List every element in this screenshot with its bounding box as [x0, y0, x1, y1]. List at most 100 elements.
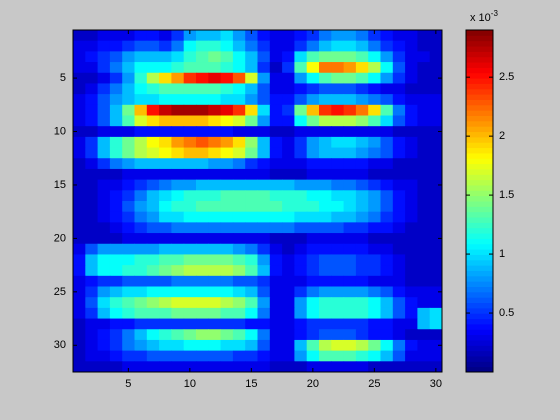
cell: [159, 286, 172, 298]
cell: [331, 126, 345, 138]
cell: [73, 297, 86, 309]
cell: [159, 94, 172, 106]
colorbar-swatch: [466, 211, 493, 218]
cell: [417, 361, 431, 373]
cell: [109, 233, 123, 245]
y-tick-label: 5: [60, 72, 66, 84]
colorbar-swatch: [466, 190, 493, 197]
cell: [171, 30, 185, 42]
cell: [417, 243, 431, 255]
cell: [183, 147, 197, 159]
cell: [405, 83, 418, 95]
cell: [429, 104, 443, 116]
cell: [319, 361, 332, 373]
cell: [109, 136, 123, 149]
cell: [183, 339, 197, 352]
cell: [73, 361, 86, 373]
cell: [73, 72, 86, 84]
cell: [392, 94, 406, 106]
cell: [380, 40, 394, 52]
colorbar-swatch: [466, 142, 493, 149]
cell: [97, 297, 111, 309]
cell: [331, 318, 345, 330]
cell: [392, 104, 406, 116]
colorbar-swatch: [466, 115, 493, 122]
cell: [232, 94, 246, 106]
cell: [109, 222, 123, 234]
cell: [208, 297, 222, 309]
cell: [429, 265, 443, 277]
cell: [306, 211, 320, 223]
cell: [343, 104, 357, 116]
cell: [417, 179, 431, 191]
cell: [208, 40, 222, 52]
cell: [73, 265, 86, 277]
cell: [232, 179, 246, 191]
x-tick-label: 5: [125, 378, 131, 390]
cell: [171, 168, 185, 181]
cell: [306, 40, 320, 52]
cell: [220, 361, 234, 373]
cell: [183, 62, 197, 74]
cell: [355, 40, 369, 52]
cell: [417, 350, 431, 362]
cell: [122, 307, 135, 320]
colorbar-swatch: [466, 334, 493, 341]
cell: [122, 136, 135, 149]
cell: [392, 361, 406, 373]
cell: [257, 307, 271, 320]
cell: [269, 168, 283, 181]
cell: [73, 233, 86, 245]
cell: [368, 115, 381, 127]
cell: [97, 30, 111, 42]
cell: [368, 211, 381, 223]
cell: [146, 254, 160, 266]
cell: [331, 201, 345, 213]
cell: [232, 83, 246, 95]
cell: [368, 62, 381, 74]
cell: [122, 104, 135, 116]
cell: [331, 254, 345, 266]
y-tick-label: 20: [54, 232, 66, 244]
cell: [73, 62, 86, 74]
cell: [392, 339, 406, 352]
cell: [232, 62, 246, 74]
cell: [392, 62, 406, 74]
cell: [294, 40, 308, 52]
cell: [183, 190, 197, 202]
cell: [269, 62, 283, 74]
cell: [196, 94, 209, 106]
colorbar-swatch: [466, 270, 493, 277]
cell: [85, 115, 99, 127]
cell: [392, 275, 406, 287]
x-tick-label: 20: [307, 378, 319, 390]
cell: [208, 318, 222, 330]
cell: [331, 104, 345, 116]
colorbar-swatch: [466, 51, 493, 58]
cell: [368, 147, 381, 159]
cell: [85, 136, 99, 149]
cell: [257, 83, 271, 95]
cell: [269, 158, 283, 170]
cell: [146, 233, 160, 245]
cell: [269, 254, 283, 266]
cell: [355, 233, 369, 245]
cell: [146, 62, 160, 74]
cell: [331, 190, 345, 202]
cell: [429, 168, 443, 181]
cell: [245, 40, 258, 52]
cell: [134, 233, 148, 245]
cell: [196, 233, 209, 245]
cell: [85, 83, 99, 95]
cell: [109, 254, 123, 266]
cell: [282, 168, 295, 181]
cell: [183, 115, 197, 127]
cell: [183, 307, 197, 320]
cell: [73, 307, 86, 320]
cell: [73, 126, 86, 138]
cell: [257, 126, 271, 138]
cell: [405, 147, 418, 159]
cell: [282, 30, 295, 42]
cell: [97, 233, 111, 245]
